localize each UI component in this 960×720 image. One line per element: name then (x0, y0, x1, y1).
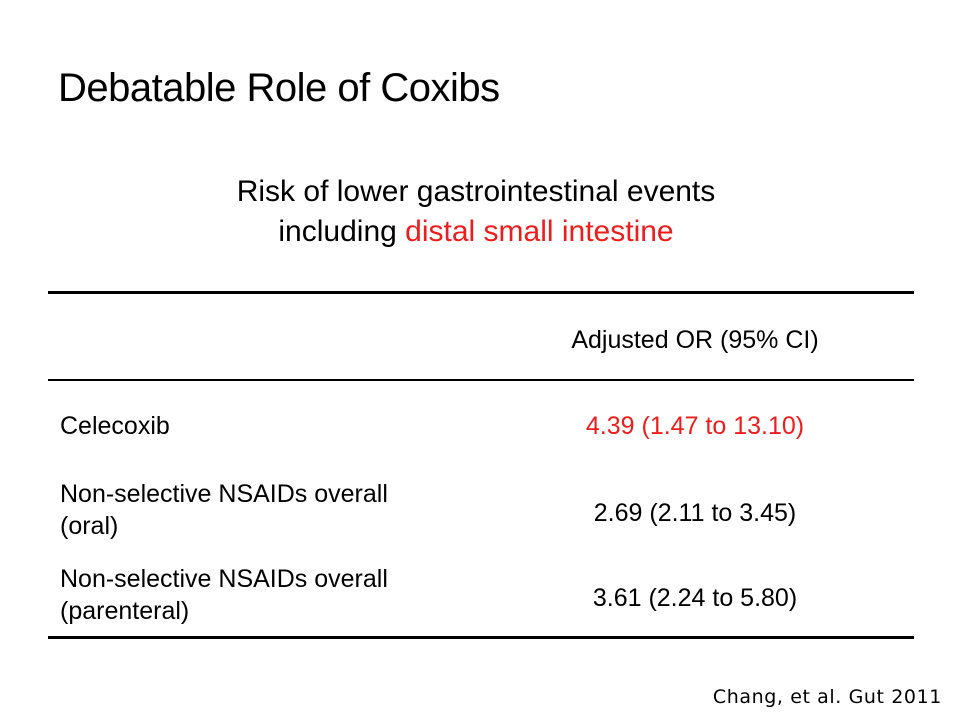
row-label-line: Non-selective NSAIDs overall (60, 565, 388, 593)
row-label-line: Non-selective NSAIDs overall (60, 480, 388, 508)
subtitle-highlight: distal small intestine (405, 215, 674, 248)
table-row-value: 3.61 (2.24 to 5.80) (592, 584, 798, 612)
table-row-label: Non-selective NSAIDs overall (parenteral… (60, 563, 490, 627)
table-row-label: Non-selective NSAIDs overall (oral) (60, 478, 490, 542)
citation: Chang, et al. Gut 2011 (712, 686, 942, 708)
table-row-label: Celecoxib (60, 410, 490, 442)
row-label-line: (oral) (60, 512, 119, 540)
row-label-line: (parenteral) (60, 597, 190, 625)
subtitle-line-1: Risk of lower gastrointestinal events (236, 175, 716, 208)
table-row-value: 4.39 (1.47 to 13.10) (585, 412, 805, 440)
table-bottom-rule (48, 636, 914, 639)
table-row-value: 2.69 (2.11 to 3.45) (593, 499, 797, 527)
subtitle-line-2-prefix: including (278, 215, 406, 248)
row-label-line: Celecoxib (60, 412, 170, 440)
table-subtitle: Risk of lower gastrointestinal events in… (0, 172, 952, 252)
table-header-rule (48, 379, 914, 381)
table-top-rule (48, 291, 914, 294)
column-header-adjusted-or: Adjusted OR (95% CI) (571, 326, 819, 354)
subtitle-line-2: including distal small intestine (0, 212, 952, 252)
slide-title: Debatable Role of Coxibs (58, 66, 500, 110)
